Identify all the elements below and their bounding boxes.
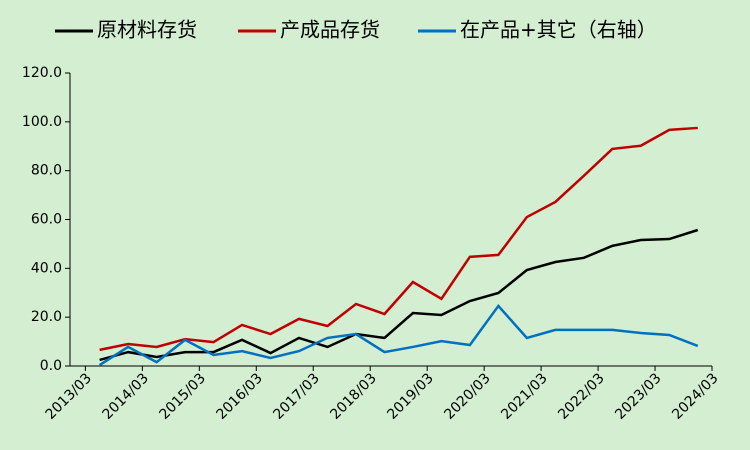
y-tick-label: 100.0 [22, 114, 62, 130]
y-tick-label: 0.0 [40, 358, 62, 374]
legend-label: 在产品+其它（右轴） [460, 18, 657, 42]
series-line [98, 303, 699, 367]
y-tick-label: 40.0 [31, 260, 62, 276]
series-line [99, 228, 699, 362]
y-tick-label: 120.0 [22, 65, 62, 81]
legend-label: 原材料存货 [97, 18, 197, 42]
y-tick-label: 60.0 [31, 212, 62, 228]
y-tick-label: 20.0 [31, 309, 62, 325]
y-tick-label: 80.0 [31, 163, 62, 179]
series-line [99, 126, 698, 352]
legend-label: 产成品存货 [280, 18, 380, 42]
